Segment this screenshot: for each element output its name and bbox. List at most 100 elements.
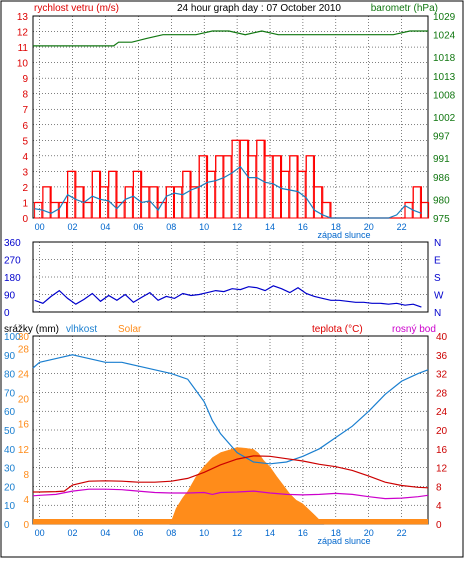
humidity-tick-label: 100 [4,332,21,343]
wind-tick-label: 2 [22,183,28,194]
temperature-tick-label: 28 [436,388,448,399]
wind-average-line [34,165,422,219]
humidity-tick-label: 10 [4,501,16,512]
x-tick-label: 14 [265,528,275,538]
marks-layer [32,30,430,525]
direction-compass-label: E [434,256,441,267]
solar-area [33,447,428,525]
temperature-line [33,455,429,493]
pressure-tick-label: 1029 [433,12,456,23]
pressure-tick-label: 991 [433,154,450,165]
temperature-tick-label: 36 [436,351,448,362]
humidity-tick-label: 60 [4,407,16,418]
rain-tick-label: 0 [23,520,29,531]
humidity-tick-label: 80 [4,370,16,381]
temperature-axis-title: teplota (°C) [312,324,363,335]
x-tick-label: 12 [232,528,242,538]
direction-tick-label: 0 [4,308,10,319]
humidity-tick-label: 40 [4,445,16,456]
x-tick-label: 02 [67,222,77,232]
x-tick-label: 00 [35,222,45,232]
sunset-label-bottom: západ slunce [317,536,370,546]
x-tick-label: 12 [232,222,242,232]
x-tick-label: 10 [199,528,209,538]
humidity-tick-label: 30 [4,464,16,475]
x-tick-label: 18 [331,222,341,232]
x-tick-label: 06 [133,528,143,538]
x-tick-label: 04 [100,528,110,538]
wind-tick-label: 11 [18,43,29,54]
rain-axis-title: srážky (mm) [4,324,59,335]
x-tick-label: 22 [397,528,407,538]
pressure-tick-label: 1008 [433,91,456,102]
temperature-tick-label: 8 [436,482,442,493]
pressure-tick-label: 1024 [433,31,456,42]
pressure-tick-label: 986 [433,173,450,184]
direction-compass-label: N [434,308,441,319]
x-tick-label: 02 [67,528,77,538]
x-tick-label: 22 [397,222,407,232]
humidity-tick-label: 0 [4,520,10,531]
humidity-tick-label: 70 [4,388,16,399]
pressure-tick-label: 975 [433,214,450,225]
x-tick-label: 04 [100,222,110,232]
x-tick-label: 20 [364,528,374,538]
dewpoint-line [32,488,429,500]
pressure-line [33,30,428,47]
solar-axis-title: Solar [118,324,142,335]
sunset-label-top: západ slunce [317,230,370,240]
temperature-tick-label: 12 [436,464,448,475]
wind-tick-label: 13 [17,12,29,23]
humidity-line [32,354,429,465]
wind-axis-title: rychlost vetru (m/s) [34,3,119,14]
x-tick-label: 16 [298,528,308,538]
pressure-tick-label: 1013 [433,72,456,83]
chart-title: 24 hour graph day : 07 October 2010 [177,3,341,14]
rain-tick-label: 28 [18,345,30,356]
x-tick-label: 06 [133,222,143,232]
humidity-tick-label: 90 [4,351,16,362]
direction-compass-label: N [434,238,441,249]
pressure-tick-label: 997 [433,132,450,143]
wind-tick-label: 5 [22,136,28,147]
temperature-tick-label: 0 [436,520,442,531]
direction-tick-label: 180 [4,273,21,284]
humidity-axis-title: vlhkost [66,324,97,335]
wind-tick-label: 6 [22,121,28,132]
direction-tick-label: 360 [4,238,21,249]
pressure-tick-label: 1018 [433,53,456,64]
wind-tick-label: 4 [22,152,28,163]
wind-tick-label: 7 [22,105,28,116]
x-tick-label: 18 [331,528,341,538]
direction-tick-label: 90 [4,291,16,302]
pressure-tick-label: 980 [433,195,450,206]
rain-tick-label: 16 [18,420,30,431]
temperature-tick-label: 20 [436,426,448,437]
rain-tick-label: 8 [23,470,29,481]
humidity-tick-label: 50 [4,426,16,437]
dewpoint-axis-title: rosný bod [392,324,436,335]
wind-tick-label: 12 [17,28,29,39]
rain-tick-label: 30 [18,332,30,343]
temperature-tick-label: 40 [436,332,448,343]
rain-tick-label: 4 [23,495,29,506]
x-tick-label: 16 [298,222,308,232]
x-tick-label: 14 [265,222,275,232]
wind-tick-label: 9 [22,74,28,85]
temperature-tick-label: 16 [436,445,448,456]
wind-tick-label: 1 [22,198,28,209]
wind-tick-label: 0 [22,214,28,225]
direction-tick-label: 270 [4,256,21,267]
rain-tick-label: 20 [18,395,30,406]
pressure-tick-label: 1002 [433,113,456,124]
direction-compass-label: S [434,273,441,284]
temperature-tick-label: 32 [436,370,448,381]
wind-tick-label: 3 [22,167,28,178]
x-tick-label: 08 [166,528,176,538]
temperature-tick-label: 24 [436,407,448,418]
x-tick-label: 10 [199,222,209,232]
temperature-tick-label: 4 [436,501,442,512]
